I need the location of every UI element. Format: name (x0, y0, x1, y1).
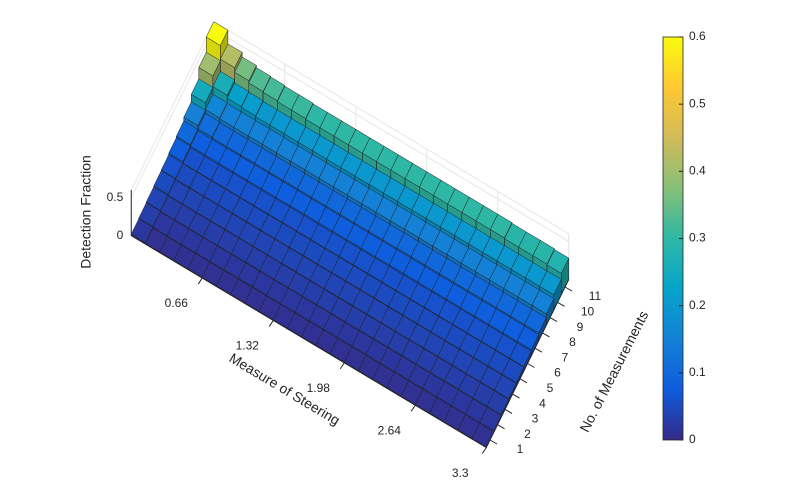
bar-top (190, 78, 214, 104)
bar-top (138, 202, 161, 227)
y-tick (564, 286, 573, 292)
colorbar-tick-label: 0.5 (689, 96, 706, 110)
y-tick-label: 11 (589, 289, 602, 303)
x-tick (197, 277, 203, 285)
y-tick (519, 378, 528, 384)
bar-top (212, 71, 236, 96)
y-tick-label: 1 (517, 442, 524, 456)
y-tick (534, 347, 543, 353)
bar-top (489, 213, 513, 239)
y-tick (557, 301, 565, 307)
bar-top (501, 358, 525, 383)
bar-top (262, 76, 286, 102)
colorbar-tick-label: 0.6 (689, 29, 706, 43)
bar-top (205, 93, 228, 119)
bar-top (175, 120, 199, 146)
y-tick-label: 8 (569, 335, 576, 349)
y-tick-label: 7 (562, 350, 569, 364)
bar-top (486, 390, 510, 416)
x-tick-label: 0.66 (165, 296, 189, 310)
x-tick (481, 447, 487, 454)
x-tick (339, 362, 345, 370)
bar-top (160, 154, 184, 179)
x-tick (268, 320, 274, 327)
bar-top (220, 43, 243, 69)
bar-top (539, 270, 562, 296)
colorbar-tick-label: 0.1 (689, 365, 706, 379)
bar-top (153, 170, 176, 195)
x-tick-label: 3.3 (452, 466, 469, 480)
y-tick (497, 424, 505, 430)
bar-top (240, 91, 264, 117)
bar-top (531, 289, 555, 315)
bar-top (226, 82, 250, 108)
z-tick-label: 0 (117, 228, 124, 242)
z-tick-label: 0.5 (107, 190, 124, 204)
colorbar-tick-label: 0 (689, 432, 696, 446)
y-tick-label: 6 (554, 366, 561, 380)
y-tick-label: 9 (577, 320, 584, 334)
x-tick-label: 1.98 (307, 381, 331, 395)
bar-top (291, 94, 314, 119)
bar-top (532, 239, 555, 265)
z-axis-title: Detection Fraction (78, 155, 94, 269)
y-axis-title: No. of Measurements (576, 308, 651, 435)
colorbar-tick-label: 0.4 (689, 164, 706, 178)
bar-top (145, 186, 169, 211)
y-tick (489, 439, 498, 445)
colorbar-tick-label: 0.3 (689, 231, 706, 245)
y-tick (512, 393, 520, 399)
y-tick-label: 5 (547, 381, 554, 395)
y-tick-label: 4 (539, 396, 546, 410)
bar-top (205, 21, 229, 46)
axis-line (131, 235, 570, 449)
bar-top (546, 249, 570, 274)
bar-top (234, 56, 257, 82)
bar-top (168, 137, 191, 162)
y-tick (504, 408, 513, 414)
bar-top (494, 374, 517, 400)
bar-top (130, 218, 154, 243)
bar-top (479, 406, 502, 432)
bar-top (524, 308, 547, 334)
bar-top (198, 51, 221, 77)
y-tick (542, 332, 550, 338)
y-tick (549, 317, 558, 323)
bar-top (197, 113, 221, 138)
bars (130, 21, 570, 449)
y-tick-label: 3 (532, 412, 539, 426)
bar-top (516, 325, 540, 351)
bar-top (183, 101, 206, 126)
y-tick-label: 10 (581, 304, 595, 318)
x-tick-label: 1.32 (236, 339, 260, 353)
y-tick (527, 363, 535, 368)
bar-top (248, 67, 271, 92)
colorbar-tick-label: 0.2 (689, 298, 706, 312)
x-tick (410, 404, 416, 412)
bar-top (509, 342, 532, 367)
y-tick-label: 2 (524, 427, 531, 441)
x-tick-label: 2.64 (378, 423, 402, 437)
